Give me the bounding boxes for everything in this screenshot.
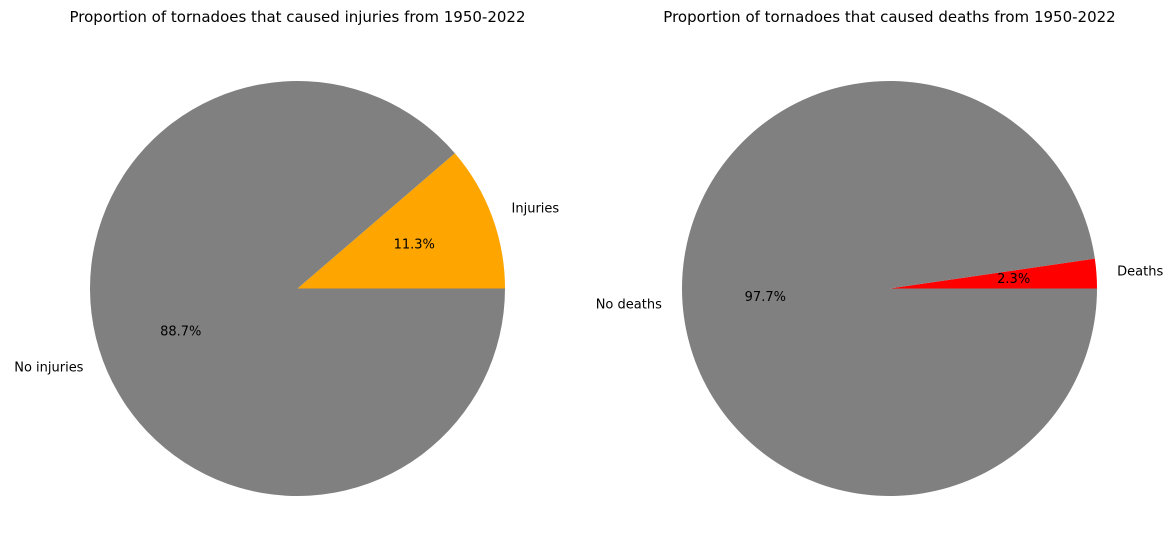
pie-slice-deaths [889, 258, 1097, 289]
slice-label-injuries: Injuries [512, 202, 560, 217]
slice-percent-no-deaths: 97.7% [745, 290, 786, 305]
pie-slice-no-deaths [682, 80, 1097, 496]
slice-label-no-injuries: No injuries [14, 360, 83, 375]
slice-label-deaths: Deaths [1117, 265, 1163, 280]
pie-slices-injuries: Injuries 11.3% No injuries 88.7% [14, 80, 560, 496]
pie-chart-injuries: Proportion of tornadoes that caused inju… [14, 8, 559, 496]
slice-percent-no-injuries: 88.7% [160, 324, 201, 339]
pie-slices-deaths: Deaths 2.3% No deaths 97.7% [596, 80, 1163, 496]
pie-slice-no-injuries [89, 80, 505, 496]
slice-percent-deaths: 2.3% [997, 272, 1030, 287]
chart-title-deaths: Proportion of tornadoes that caused deat… [663, 8, 1115, 26]
slice-label-no-deaths: No deaths [596, 297, 662, 312]
slice-percent-injuries: 11.3% [394, 238, 435, 253]
pie-slice-injuries [297, 153, 505, 289]
chart-title-injuries: Proportion of tornadoes that caused inju… [70, 8, 526, 26]
pie-chart-deaths: Proportion of tornadoes that caused deat… [596, 8, 1163, 496]
